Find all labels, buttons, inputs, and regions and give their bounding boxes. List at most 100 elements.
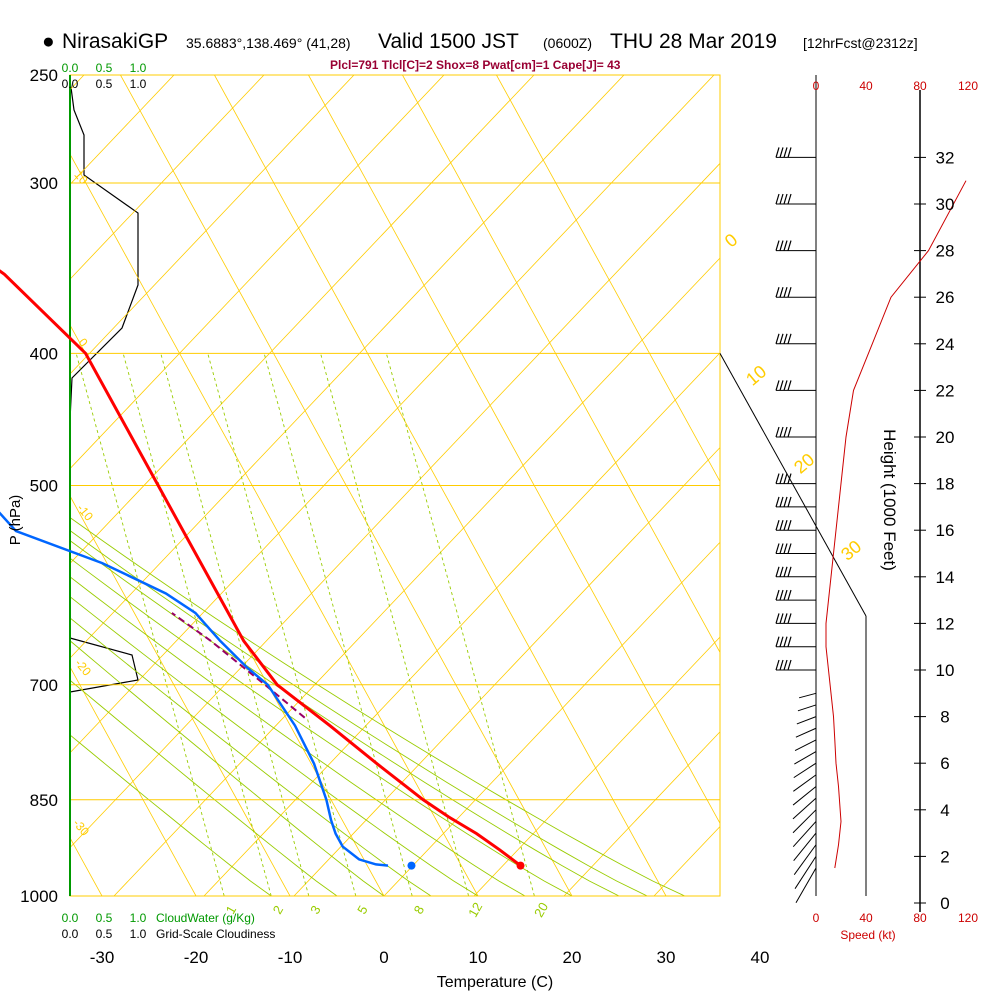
wind-barb-feather (783, 589, 788, 601)
station-coords: 35.6883°,138.469° (41,28) (186, 35, 351, 51)
parcel-line (171, 612, 306, 719)
wind-barb-feather (779, 147, 784, 158)
cloud-scale-bottom-dark: 0.5 (96, 927, 113, 941)
isotherm-label: -10 (74, 501, 96, 524)
wind-barb-feather (787, 543, 792, 554)
wind-barb-staff (794, 739, 817, 752)
wind-barb-feather (787, 193, 792, 205)
wind-barb-feather (783, 240, 788, 251)
wind-panel (719, 75, 967, 912)
wind-barb-feather (779, 473, 784, 484)
station-name: NirasakiGP (62, 30, 169, 53)
wind-barb-feather (783, 636, 788, 647)
wind-barb-feather (783, 333, 788, 344)
speed-tick-bottom: 40 (859, 911, 873, 925)
wind-barb-feather (775, 543, 780, 554)
wind-barb-feather (775, 613, 780, 624)
height-tick-label: 18 (936, 475, 955, 494)
cloud-scale-top-dark: 0.0 (62, 77, 79, 91)
wind-barb-feather (783, 566, 788, 577)
forecast-info: [12hrFcst@2312z] (803, 35, 918, 51)
wind-barb-feather (787, 240, 792, 251)
x-axis-title: Temperature (C) (437, 974, 553, 991)
y-tick-label: 850 (30, 791, 58, 810)
dry-adiabat (293, 446, 720, 896)
wind-barb-feather (787, 589, 792, 601)
valid-time: Valid 1500 JST (378, 30, 519, 53)
surface-temperature-point (516, 861, 525, 870)
isobars (70, 74, 720, 897)
dry-adiabat (70, 75, 625, 659)
wind-barb-feather (779, 589, 784, 601)
wind-barb-feather (779, 426, 784, 438)
mixing-ratio-label: 8 (411, 903, 428, 917)
dry-adiabat-label: 20 (790, 449, 818, 477)
dry-adiabat (473, 636, 720, 896)
wind-barb-feather (775, 520, 780, 531)
height-tick-label: 16 (936, 521, 955, 540)
wind-barb-feather (779, 496, 784, 508)
speed-profile (825, 180, 967, 869)
isotherm (70, 666, 197, 896)
wind-barb-feather (783, 613, 788, 624)
y-tick-label: 700 (30, 676, 58, 695)
wind-barb-feather (779, 520, 784, 531)
x-tick-label: -10 (278, 948, 303, 967)
y-tick-label: 500 (30, 477, 58, 496)
dry-adiabat (70, 75, 85, 91)
wind-barb-feather (783, 426, 788, 438)
cloud-scale-bottom: 0.0 (62, 911, 79, 925)
wind-barb-feather (787, 496, 792, 508)
wind-barb-feather (775, 147, 780, 158)
moist-adiabat (70, 596, 479, 896)
surface-dewpoint-point (407, 861, 416, 870)
speed-tick-top: 80 (913, 79, 927, 93)
wind-barb-feather (787, 426, 792, 438)
wind-barb-feather (787, 520, 792, 531)
x-tick-label: 30 (657, 948, 676, 967)
wind-barb-staff (793, 774, 817, 792)
wind-barb-feather (775, 589, 780, 601)
dry-adiabat (0, 0, 44, 896)
wind-barb-staff (793, 762, 817, 779)
cloud-scale-top: 0.0 (62, 61, 79, 75)
right-axis-title: Height (1000 Feet) (880, 429, 899, 571)
wind-barb-feather (775, 287, 780, 298)
dry-adiabat (70, 75, 535, 564)
wind-barb-feather (779, 613, 784, 624)
wind-barb-staff (795, 727, 817, 738)
moist-adiabat (70, 529, 648, 896)
wind-barb-feather (787, 287, 792, 298)
wind-barb-staff (794, 856, 817, 889)
wind-barb-staff (792, 797, 817, 820)
x-tick-label: 0 (379, 948, 388, 967)
dry-adiabat-label: 30 (837, 536, 865, 564)
dry-adiabat (203, 352, 720, 896)
speed-tick-top: 0 (813, 79, 820, 93)
wind-barb-staff (794, 751, 817, 765)
cloud-scale-top: 1.0 (130, 61, 147, 75)
y-tick-label: 300 (30, 174, 58, 193)
height-tick-label: 4 (940, 801, 949, 820)
height-tick-label: 8 (940, 708, 949, 727)
mixing-ratio-label: 3 (307, 903, 324, 917)
wind-barb-feather (779, 543, 784, 554)
height-tick-label: 32 (936, 148, 955, 167)
height-tick-label: 24 (936, 335, 955, 354)
dry-adiabat (70, 75, 445, 470)
wind-barb-feather (779, 659, 784, 671)
wind-barb-feather (787, 147, 792, 158)
temperature-line (0, 269, 522, 867)
cloud-scale-top: 0.5 (96, 61, 113, 75)
mixing-ratio-label: 2 (270, 903, 287, 917)
wind-barb-feather (775, 426, 780, 438)
wind-barb-feather (783, 147, 788, 158)
stats-line: Plcl=791 Tlcl[C]=2 Shox=8 Pwat[cm]=1 Cap… (330, 58, 621, 72)
wind-barb-staff (792, 809, 817, 834)
isotherm-label: -30 (70, 816, 92, 839)
moist-adiabat (70, 640, 385, 896)
moist-adiabat (70, 576, 526, 896)
wind-barb-feather (787, 380, 792, 391)
